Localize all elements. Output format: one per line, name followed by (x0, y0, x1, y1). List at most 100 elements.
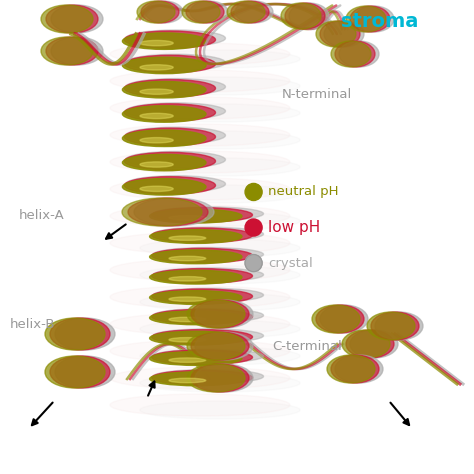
Ellipse shape (150, 372, 242, 386)
Ellipse shape (152, 329, 253, 344)
Ellipse shape (150, 250, 242, 264)
Ellipse shape (316, 305, 364, 333)
Ellipse shape (140, 158, 300, 176)
Ellipse shape (375, 312, 423, 340)
Ellipse shape (110, 43, 290, 65)
Ellipse shape (316, 21, 356, 47)
Ellipse shape (140, 320, 300, 338)
Ellipse shape (51, 5, 103, 33)
Ellipse shape (122, 82, 206, 98)
Ellipse shape (169, 358, 206, 362)
Ellipse shape (150, 352, 242, 365)
Ellipse shape (350, 6, 390, 32)
Ellipse shape (46, 5, 98, 33)
Text: helix-A: helix-A (19, 209, 65, 222)
Ellipse shape (187, 300, 245, 328)
Ellipse shape (140, 64, 173, 70)
Ellipse shape (169, 256, 206, 261)
Ellipse shape (289, 3, 329, 29)
Ellipse shape (51, 37, 103, 65)
Text: helix-B: helix-B (9, 318, 55, 331)
Ellipse shape (169, 216, 206, 220)
Ellipse shape (191, 332, 249, 360)
Text: N-terminal: N-terminal (282, 88, 352, 101)
Ellipse shape (346, 330, 394, 358)
Ellipse shape (110, 286, 290, 308)
Ellipse shape (195, 332, 253, 360)
Circle shape (245, 183, 262, 201)
Ellipse shape (186, 1, 224, 23)
Ellipse shape (110, 313, 290, 335)
Ellipse shape (140, 374, 300, 392)
Ellipse shape (331, 41, 371, 67)
Ellipse shape (140, 401, 300, 419)
Ellipse shape (140, 212, 300, 230)
Ellipse shape (50, 356, 110, 388)
Ellipse shape (150, 291, 242, 304)
Ellipse shape (152, 289, 253, 304)
Ellipse shape (195, 300, 253, 328)
Ellipse shape (122, 57, 206, 73)
Ellipse shape (320, 21, 360, 47)
Ellipse shape (124, 152, 216, 170)
Ellipse shape (145, 1, 183, 23)
Ellipse shape (122, 179, 206, 195)
Text: stroma: stroma (340, 12, 418, 31)
Ellipse shape (140, 162, 173, 167)
Ellipse shape (169, 337, 206, 342)
Ellipse shape (141, 1, 179, 23)
Ellipse shape (110, 394, 290, 416)
Ellipse shape (153, 329, 264, 343)
Ellipse shape (346, 6, 386, 32)
Ellipse shape (124, 104, 216, 121)
Text: C-terminal: C-terminal (273, 339, 342, 353)
Ellipse shape (350, 330, 398, 358)
Ellipse shape (342, 330, 390, 358)
Ellipse shape (110, 259, 290, 281)
Ellipse shape (126, 103, 226, 119)
Ellipse shape (191, 300, 249, 328)
Ellipse shape (110, 178, 290, 200)
Ellipse shape (137, 1, 175, 23)
Ellipse shape (312, 305, 360, 333)
Ellipse shape (140, 131, 300, 149)
Ellipse shape (128, 198, 208, 226)
Ellipse shape (153, 207, 264, 220)
Ellipse shape (320, 305, 368, 333)
Ellipse shape (153, 288, 264, 302)
Ellipse shape (140, 266, 300, 284)
Ellipse shape (153, 369, 264, 383)
Ellipse shape (281, 3, 321, 29)
Ellipse shape (152, 310, 253, 324)
Ellipse shape (367, 312, 415, 340)
Ellipse shape (153, 268, 264, 282)
Ellipse shape (126, 176, 226, 192)
Ellipse shape (152, 208, 253, 222)
Ellipse shape (140, 239, 300, 257)
Ellipse shape (122, 155, 206, 171)
Ellipse shape (169, 297, 206, 301)
Ellipse shape (110, 97, 290, 119)
Ellipse shape (153, 349, 264, 363)
Ellipse shape (285, 3, 325, 29)
Ellipse shape (187, 332, 245, 360)
Ellipse shape (140, 347, 300, 365)
Ellipse shape (140, 77, 300, 95)
Ellipse shape (152, 248, 253, 263)
Ellipse shape (327, 355, 375, 383)
Circle shape (245, 219, 262, 236)
Ellipse shape (169, 378, 206, 383)
Ellipse shape (50, 318, 110, 350)
Ellipse shape (110, 124, 290, 146)
Ellipse shape (354, 6, 394, 32)
Ellipse shape (140, 50, 300, 68)
Ellipse shape (150, 270, 242, 284)
Ellipse shape (169, 317, 206, 322)
Ellipse shape (152, 228, 253, 243)
Ellipse shape (140, 293, 300, 311)
Ellipse shape (182, 1, 220, 23)
Ellipse shape (122, 198, 202, 226)
Ellipse shape (55, 318, 115, 350)
Ellipse shape (110, 340, 290, 362)
Ellipse shape (126, 151, 226, 168)
